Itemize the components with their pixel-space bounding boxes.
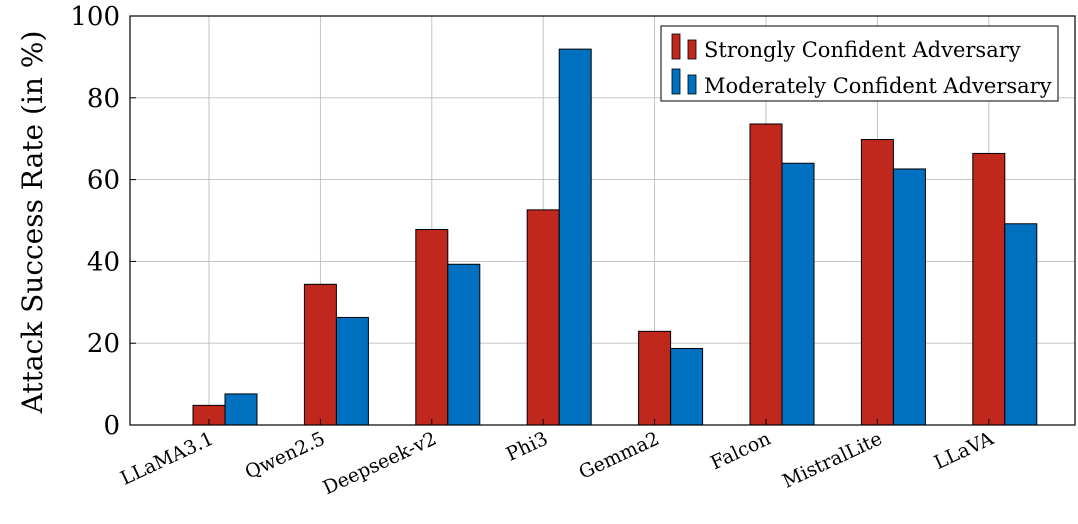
- bar-strongly-phi3: [526, 209, 560, 426]
- legend-label-strongly: Strongly Confident Adversary: [704, 38, 1021, 62]
- bar-moderately-falcon: [781, 162, 815, 426]
- y-tick-label: 20: [87, 329, 120, 359]
- y-tick-label: 100: [70, 2, 120, 32]
- legend-entry-moderately: Moderately Confident Adversary: [671, 68, 1052, 98]
- y-tick-label: 0: [103, 411, 120, 441]
- bar-strongly-qwen2.5: [303, 283, 337, 426]
- legend-box: [660, 25, 1059, 102]
- bars: [192, 48, 1038, 426]
- bar-moderately-llava: [1004, 223, 1038, 426]
- bar-strongly-mistrallite: [860, 139, 894, 426]
- x-tick-label: LLaMA3.1: [117, 428, 217, 490]
- plot-frame: [129, 15, 1076, 426]
- bar-moderately-mistrallite: [892, 168, 926, 426]
- x-tick-label: Phi3: [503, 428, 551, 466]
- y-tick-label: 80: [87, 84, 120, 114]
- x-tick-label: MistralLite: [779, 428, 885, 493]
- legend-swatch-blue-1: [671, 68, 681, 95]
- legend-swatch-red-1: [671, 33, 681, 60]
- y-tick-label: 40: [87, 247, 120, 277]
- y-tick-label: 60: [87, 166, 120, 196]
- bar-moderately-qwen2.5: [335, 316, 369, 426]
- legend-swatch-red-2: [687, 39, 697, 60]
- bar-strongly-llava: [972, 152, 1006, 426]
- x-tick-label: Qwen2.5: [242, 428, 329, 484]
- bar-strongly-falcon: [749, 123, 783, 426]
- bar-moderately-llama3.1: [224, 393, 258, 426]
- bar-moderately-deepseek-v2: [447, 263, 481, 426]
- bar-moderately-phi3: [558, 48, 592, 426]
- y-axis-ticks: 0 20 40 60 80 100: [70, 2, 136, 441]
- x-tick-label: Gemma2: [576, 428, 663, 484]
- legend-label-moderately: Moderately Confident Adversary: [704, 74, 1052, 98]
- bar-moderately-gemma2: [670, 348, 704, 426]
- legend-entry-strongly: Strongly Confident Adversary: [671, 33, 1021, 62]
- legend: Strongly Confident Adversary Moderately …: [660, 25, 1059, 102]
- y-axis-label: Attack Success Rate (in %): [16, 31, 49, 415]
- bar-strongly-gemma2: [638, 330, 672, 426]
- x-tick-label: LLaVA: [931, 427, 997, 474]
- bar-strongly-deepseek-v2: [415, 228, 449, 426]
- legend-swatch-blue-2: [687, 74, 697, 95]
- x-tick-label: Deepseek-v2: [320, 428, 440, 500]
- x-tick-label: Falcon: [707, 428, 774, 475]
